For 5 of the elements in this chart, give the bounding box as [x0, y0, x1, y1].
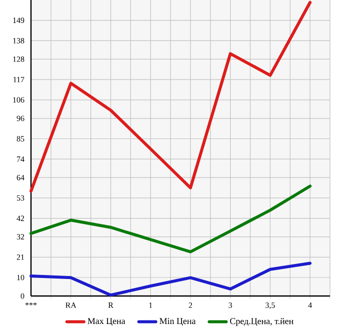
legend-label: Min Цена	[160, 318, 196, 326]
line-series	[30, 262, 312, 297]
line-series	[30, 0, 312, 193]
legend-label: Max Цена	[88, 318, 126, 326]
legend-label: Сред.Цена, т.йен	[230, 318, 294, 326]
